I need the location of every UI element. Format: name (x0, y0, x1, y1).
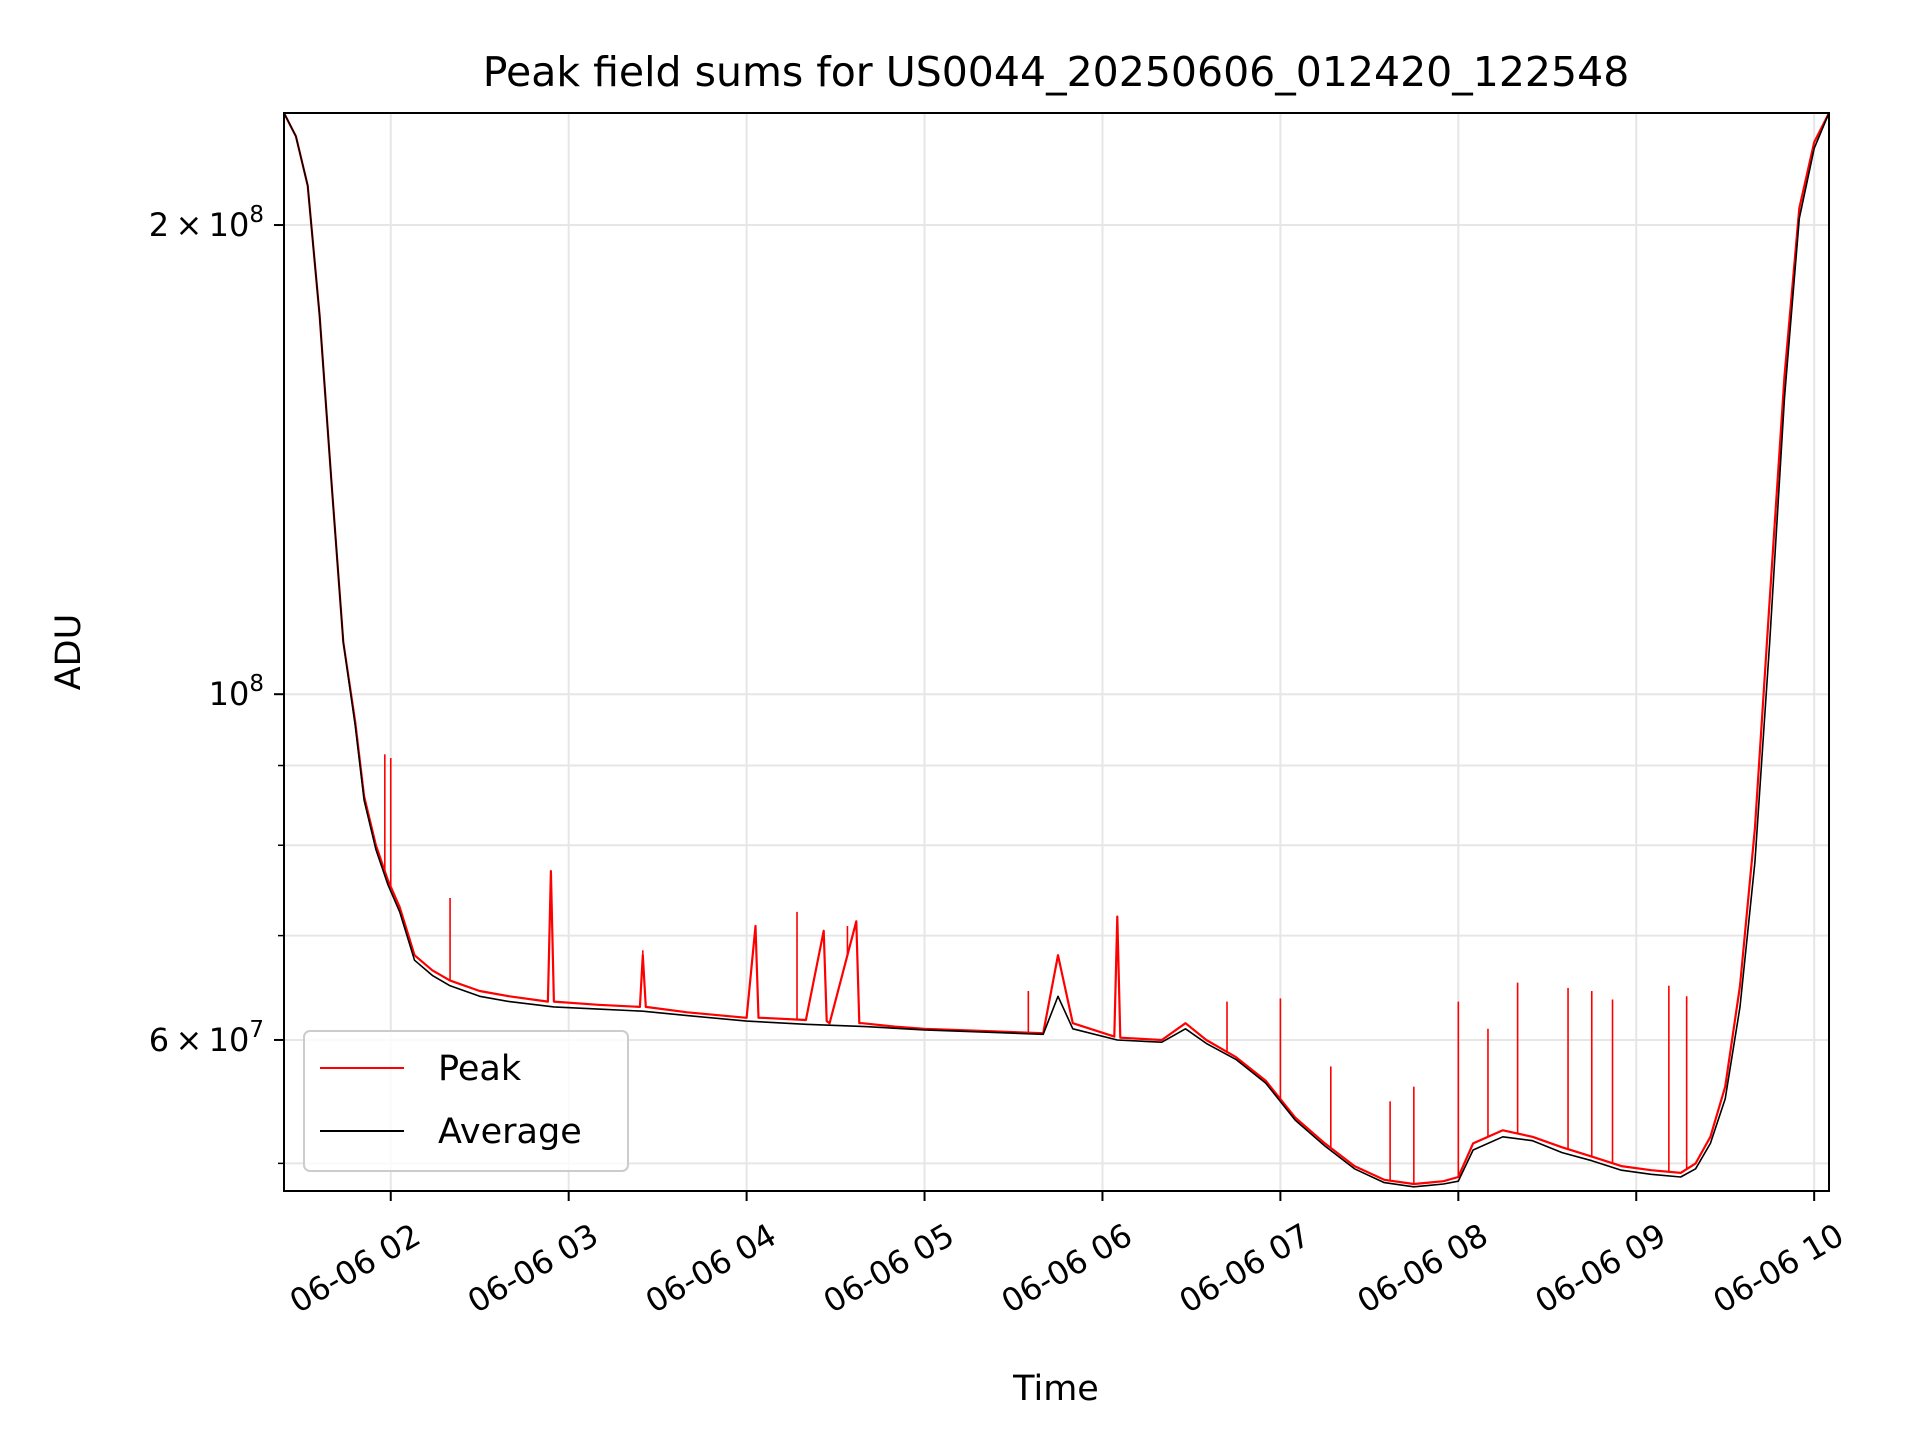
series-line-average (283, 112, 1830, 1188)
chart-title: Peak field sums for US0044_20250606_0124… (483, 48, 1630, 96)
legend-label-average: Average (438, 1112, 582, 1152)
y-axis-ticks: 6 × 107 108 2 × 108 (149, 202, 284, 1165)
y-tick-label: 6 × 107 (149, 1017, 264, 1059)
series-line-peak (283, 112, 1830, 1186)
x-axis-label: Time (1012, 1369, 1099, 1409)
legend: Peak Average (303, 1030, 629, 1172)
legend-box (303, 1030, 629, 1172)
legend-label-peak: Peak (438, 1049, 522, 1089)
y-axis-label: ADU (49, 614, 89, 691)
plot-frame (283, 112, 1830, 1192)
grid (284, 113, 1829, 1191)
y-tick-label: 108 (209, 671, 264, 713)
y-tick-label: 2 × 108 (149, 202, 264, 244)
series-layer (283, 112, 1830, 1188)
